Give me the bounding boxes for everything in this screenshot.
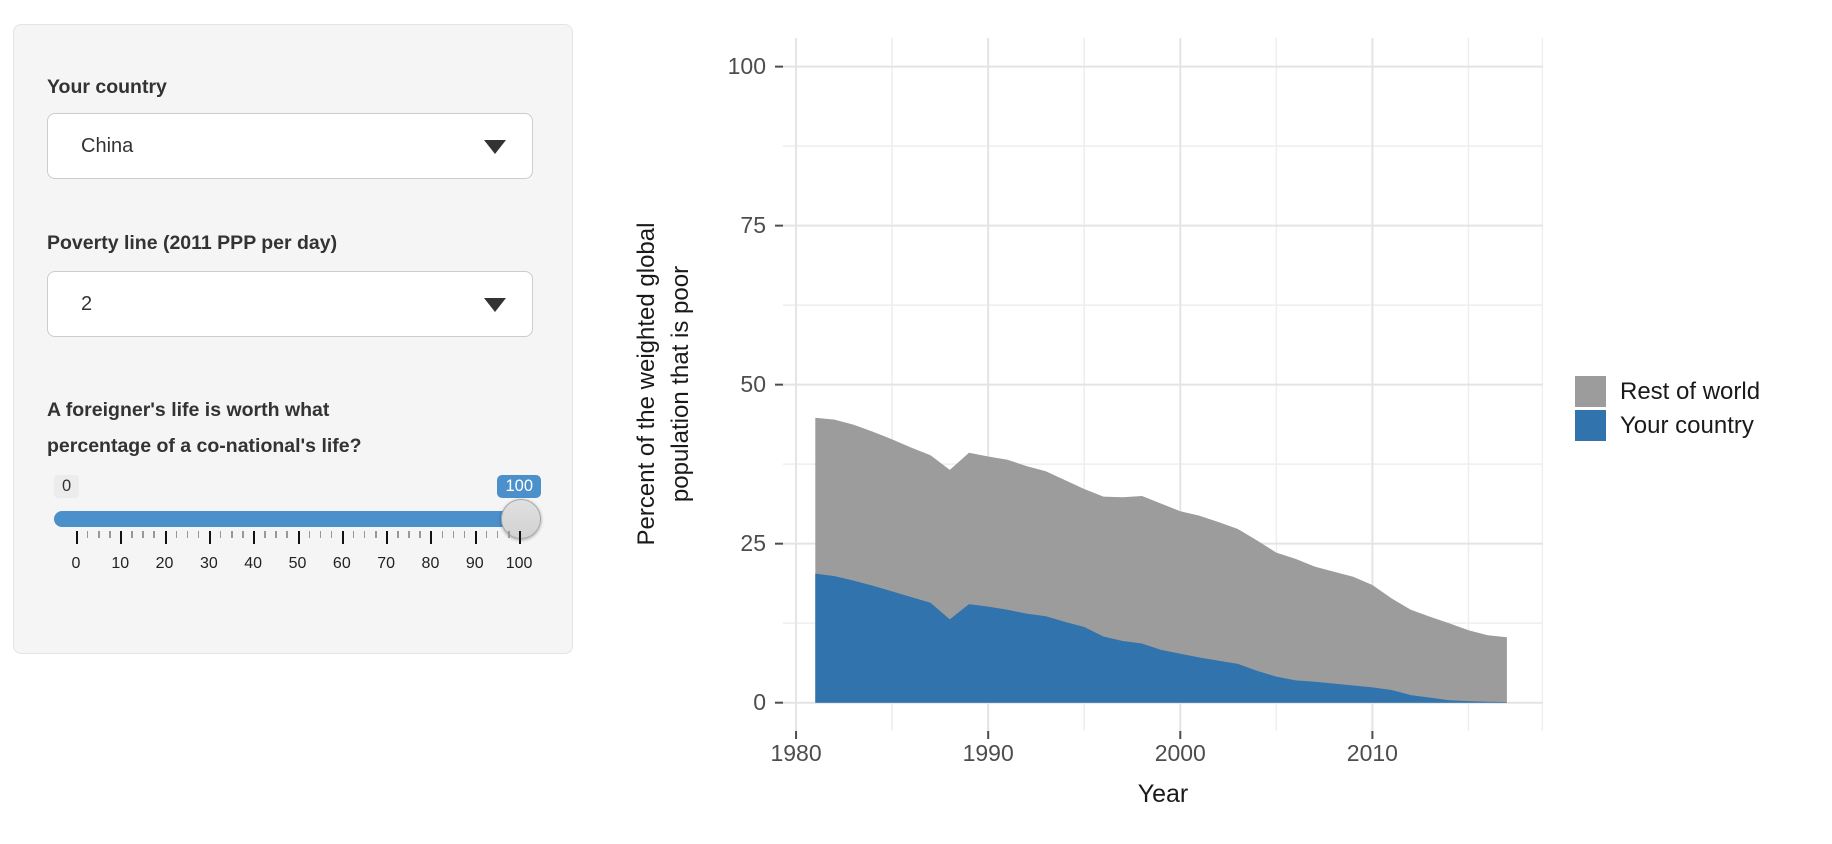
country-select[interactable]: China [47, 113, 533, 179]
slider-major-tick [120, 531, 123, 544]
y-axis-title: Percent of the weighted global populatio… [630, 223, 698, 546]
country-label: Your country [47, 76, 167, 98]
slider-tick-label: 0 [71, 555, 81, 572]
slider-minor-tick [496, 531, 499, 538]
slider-minor-tick [330, 531, 333, 538]
slider-grid [54, 531, 541, 545]
slider-major-tick [253, 531, 256, 544]
slider-major-tick [75, 531, 78, 544]
slider-tick-label: 60 [332, 555, 351, 572]
slider-tick-label: 80 [421, 555, 440, 572]
x-tick-label: 2000 [1154, 740, 1206, 766]
slider-major-tick [386, 531, 389, 544]
legend-item-rest-of-world: Rest of world [1575, 376, 1760, 407]
slider-minor-tick [508, 531, 510, 538]
slider-minor-tick [308, 531, 311, 538]
slider-minor-tick [186, 531, 189, 538]
stacked-area-plot [775, 38, 1543, 739]
y-axis-title-line1: Percent of the weighted global [633, 222, 660, 546]
slider-minor-tick [397, 531, 399, 538]
slider-minor-tick [485, 531, 488, 538]
slider-tick-label: 40 [244, 555, 263, 572]
slider-major-tick [297, 531, 300, 544]
slider-minor-tick [408, 531, 410, 538]
slider-major-tick [341, 531, 344, 544]
slider-tick-label: 20 [155, 555, 174, 572]
slider-minor-tick [109, 531, 111, 538]
slider-minor-tick [286, 531, 288, 538]
poverty-line-label: Poverty line (2011 PPP per day) [47, 232, 338, 254]
sidebar-panel: Your country China Poverty line (2011 PP… [13, 24, 573, 654]
poverty-line-select[interactable]: 2 [47, 271, 533, 337]
slider-grid-labels: 0 10 20 30 40 50 60 70 80 90 100 [54, 555, 541, 575]
slider-minor-tick [142, 531, 144, 538]
legend-swatch-your-country [1575, 410, 1606, 441]
slider-minor-tick [352, 531, 355, 538]
x-tick-label: 1980 [770, 740, 822, 766]
slider-minor-tick [153, 531, 155, 538]
slider-min-label: 0 [54, 475, 80, 498]
slider-minor-tick [219, 531, 222, 538]
slider-tick-label: 90 [465, 555, 484, 572]
country-select-value: China [81, 134, 134, 157]
slider-minor-tick [463, 531, 466, 538]
slider-track[interactable] [54, 511, 541, 527]
slider-tick-label: 10 [111, 555, 130, 572]
slider-minor-tick [197, 531, 200, 538]
chevron-down-icon [484, 140, 506, 154]
slider-major-tick [208, 531, 211, 544]
slider-minor-tick [242, 531, 244, 538]
legend-label-rest-of-world: Rest of world [1620, 377, 1761, 405]
y-tick-label: 50 [740, 370, 766, 397]
slider-tick-label: 30 [199, 555, 218, 572]
slider-tick-label: 70 [377, 555, 396, 572]
slider-major-tick [519, 531, 522, 544]
slider-major-tick [430, 531, 433, 544]
slider-tick-label: 50 [288, 555, 307, 572]
slider-minor-tick [375, 531, 377, 538]
slider-minor-tick [131, 531, 133, 538]
y-tick-label: 0 [753, 688, 766, 715]
slider-minor-tick [86, 531, 89, 538]
slider-tick-label: 100 [505, 555, 533, 572]
y-tick-label: 75 [740, 211, 766, 238]
slider-minor-tick [419, 531, 421, 538]
slider-minor-tick [175, 531, 178, 538]
legend-item-your-country: Your country [1575, 410, 1760, 441]
slider-question-label-line1: A foreigner's life is worth what [47, 399, 330, 421]
slider-question-label-line2: percentage of a co-national's life? [47, 435, 362, 457]
slider-minor-tick [98, 531, 100, 538]
slider-minor-tick [275, 531, 277, 538]
x-tick-label: 1990 [962, 740, 1014, 766]
slider-major-tick [164, 531, 167, 544]
y-axis-title-line2: population that is poor [667, 265, 694, 503]
slider-minor-tick [363, 531, 366, 538]
legend-swatch-rest-of-world [1575, 376, 1606, 407]
y-tick-label: 100 [727, 52, 766, 79]
poverty-line-select-value: 2 [81, 292, 93, 315]
slider-minor-tick [441, 531, 444, 538]
valuation-slider[interactable]: 0 100 0 10 20 30 40 50 60 70 80 90 100 [54, 475, 541, 615]
slider-minor-tick [264, 531, 266, 538]
legend-label-your-country: Your country [1620, 411, 1754, 439]
slider-minor-tick [452, 531, 455, 538]
slider-major-tick [474, 531, 477, 544]
slider-minor-tick [319, 531, 322, 538]
slider-minor-tick [231, 531, 233, 538]
x-tick-label: 2010 [1346, 740, 1398, 766]
chevron-down-icon [484, 298, 506, 312]
legend: Rest of world Your country [1575, 376, 1760, 444]
y-tick-label: 25 [740, 529, 766, 556]
x-axis-title: Year [1137, 780, 1189, 808]
slider-value-badge: 100 [497, 475, 541, 498]
